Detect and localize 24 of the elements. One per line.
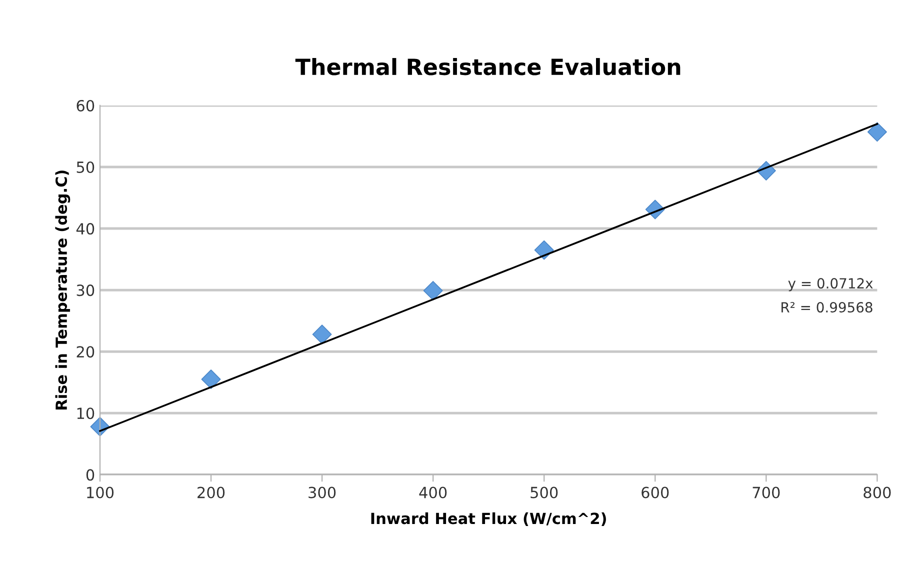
annotation: y = 0.0712x [788, 278, 873, 292]
chart-title: Thermal Resistance Evaluation [295, 58, 680, 76]
point [201, 370, 221, 390]
x-tick-label: 500 [530, 486, 558, 498]
y-tick-label: 40 [76, 223, 94, 235]
y-tick-label: 60 [76, 100, 94, 112]
x-tick-label: 700 [752, 486, 780, 498]
y-tick-label: 50 [76, 161, 94, 174]
x-tick-label: 800 [864, 486, 891, 498]
point [312, 324, 332, 344]
x-tick-label: 300 [308, 486, 336, 498]
x-tick-label: 100 [87, 486, 114, 498]
annotation: R² = 0.99568 [782, 302, 872, 313]
y-tick-label: 30 [76, 284, 94, 296]
y-tick-label: 10 [77, 408, 94, 420]
y-axis-title: Rise in Temperature (deg.C) [55, 170, 70, 410]
x-tick-label: 400 [419, 486, 447, 498]
point [867, 122, 887, 142]
point [423, 280, 443, 300]
y-tick-label: 0 [86, 469, 94, 481]
y-tick-label: 20 [76, 346, 94, 358]
x-tick-label: 200 [198, 486, 225, 498]
x-tick-label: 600 [642, 486, 669, 498]
x-axis-title: Inward Heat Flux (W/cm^2) [371, 512, 606, 526]
